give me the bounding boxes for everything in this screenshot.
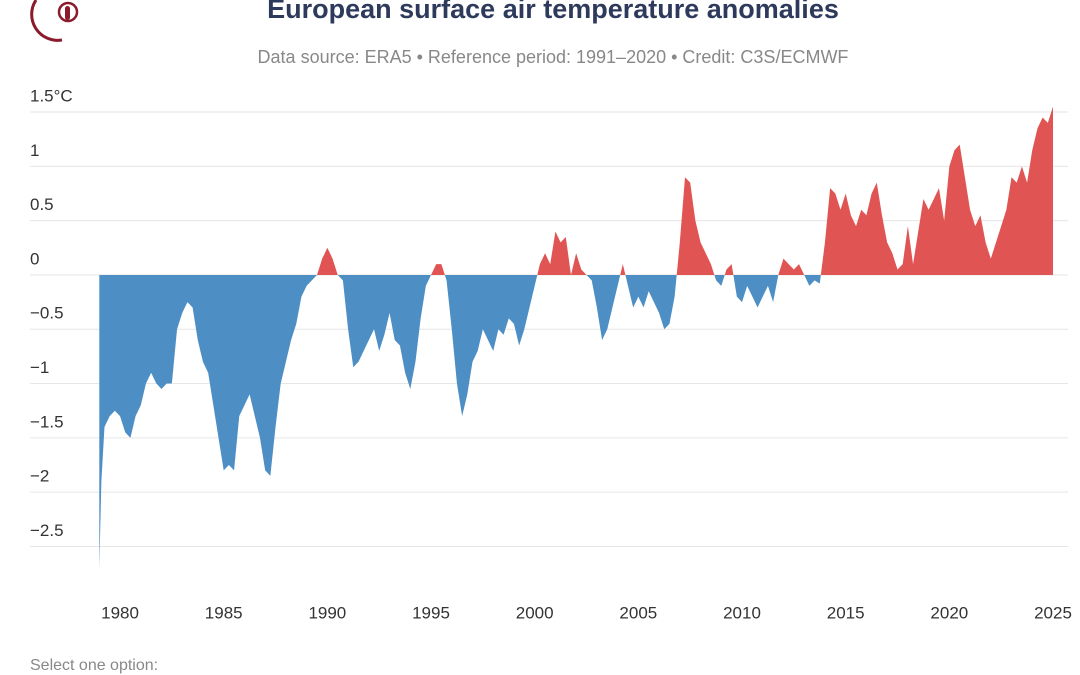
y-tick-label: −2 — [30, 467, 49, 486]
y-tick-label: −1 — [30, 358, 49, 377]
y-tick-label: 1 — [30, 141, 39, 160]
x-tick-label: 2025 — [1034, 603, 1072, 622]
x-tick-label: 2005 — [619, 603, 657, 622]
x-tick-label: 2015 — [827, 603, 865, 622]
logo — [30, 0, 79, 42]
anomaly-area — [99, 106, 1054, 569]
y-tick-label: 0 — [30, 249, 39, 268]
select-label: Select one option: — [30, 657, 158, 674]
x-tick-label: 2000 — [516, 603, 554, 622]
y-tick-label: 1.5°C — [30, 87, 73, 106]
x-tick-label: 1995 — [412, 603, 450, 622]
x-tick-label: 2010 — [723, 603, 761, 622]
y-tick-label: 0.5 — [30, 195, 54, 214]
x-tick-label: 1990 — [308, 603, 346, 622]
chart-title: European surface air temperature anomali… — [267, 0, 839, 24]
y-tick-label: −1.5 — [30, 412, 64, 431]
y-tick-label: −0.5 — [30, 304, 64, 323]
chart-subtitle: Data source: ERA5 • Reference period: 19… — [258, 47, 849, 67]
y-tick-label: −2.5 — [30, 521, 64, 540]
x-tick-label: 2020 — [930, 603, 968, 622]
x-tick-label: 1980 — [101, 603, 139, 622]
x-tick-label: 1985 — [205, 603, 243, 622]
